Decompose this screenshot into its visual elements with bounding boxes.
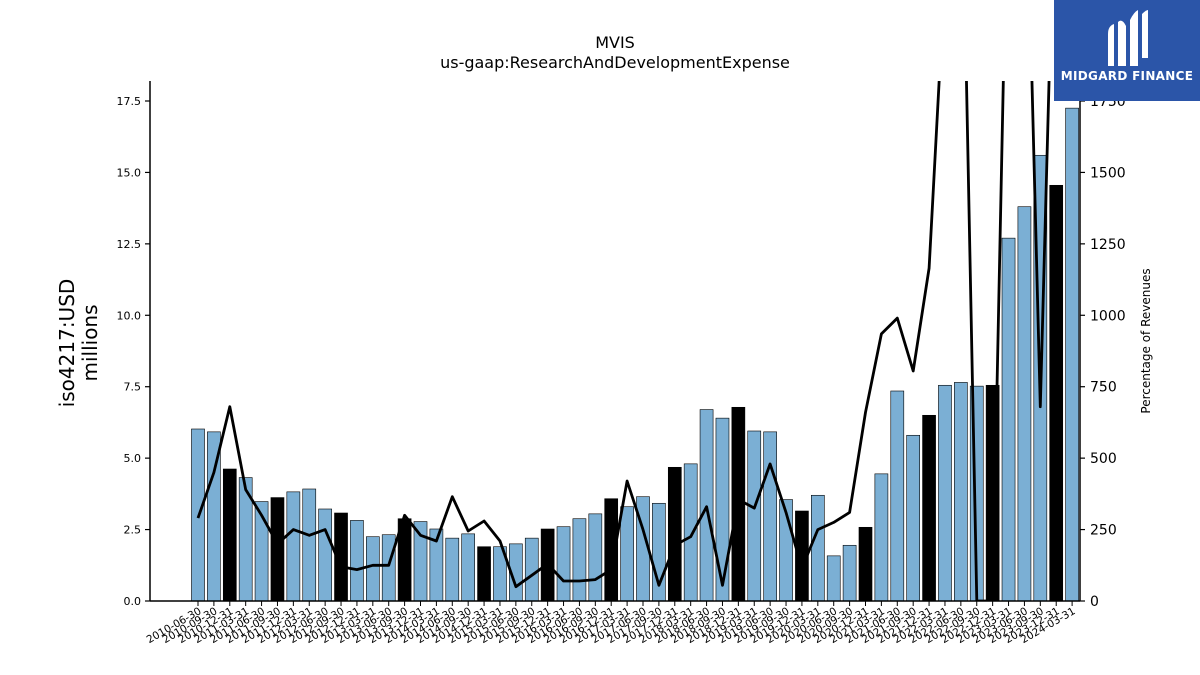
bar-series [191, 107, 1079, 601]
bar-2022-06-30 [954, 382, 968, 601]
logo-mark-icon [1108, 10, 1148, 66]
bar-2019-06-30 [763, 431, 777, 601]
bar-2015-03-31 [493, 546, 507, 601]
chart-title: MVIS [595, 33, 635, 52]
y2-tick-label: 750 [1090, 380, 1117, 396]
bar-2016-09-30 [588, 513, 603, 601]
bar-2016-03-31 [556, 526, 571, 601]
y-axis-label-units: millions [78, 304, 102, 381]
y2-tick-label: 500 [1090, 451, 1117, 467]
bar-2021-03-31 [874, 473, 889, 601]
line-series-group [196, 81, 1051, 601]
bar-2012-12-31 [350, 520, 364, 601]
bar-2021-06-30 [890, 390, 905, 601]
bar-2012-06-30 [318, 508, 332, 601]
bar-2017-12-31 [667, 466, 682, 601]
bar-2018-09-30 [715, 417, 730, 601]
bar-2021-12-31 [922, 414, 936, 601]
bar-2014-12-31 [477, 546, 491, 601]
bar-2017-03-31 [620, 506, 634, 601]
midgard-finance-logo: MIDGARD FINANCE [1054, 0, 1200, 101]
y-tick-label: 17.5 [117, 95, 142, 108]
bar-2011-12-31 [286, 491, 301, 601]
bar-2018-06-30 [699, 409, 714, 601]
pct-revenues-line [196, 81, 1051, 601]
bar-2011-09-30 [270, 497, 285, 601]
y-tick-label: 12.5 [117, 238, 142, 251]
y-axis-label: iso4217:USD [55, 279, 79, 408]
bar-2016-12-31 [604, 498, 619, 601]
y2-axis-label: Percentage of Revenues [1139, 268, 1153, 413]
bar-2021-09-30 [906, 434, 920, 601]
bar-2014-06-30 [445, 537, 460, 601]
y-tick-label: 7.5 [124, 381, 142, 394]
bar-2012-03-31 [302, 488, 317, 601]
y2-tick-label: 1500 [1090, 165, 1126, 181]
bar-2020-03-31 [811, 494, 825, 601]
y-tick-label: 10.0 [117, 309, 142, 322]
y-tick-label: 5.0 [124, 452, 142, 465]
bar-2012-09-30 [334, 512, 348, 601]
y-tick-label: 15.0 [117, 166, 142, 179]
bar-2022-03-31 [938, 384, 952, 601]
bar-2014-03-31 [429, 528, 444, 601]
y2-tick-label: 250 [1090, 523, 1117, 539]
y-tick-label: 2.5 [124, 524, 142, 537]
bar-2024-03-31 [1065, 107, 1079, 601]
bar-2023-12-31 [1049, 184, 1064, 601]
bar-2023-03-31 [1001, 237, 1016, 601]
y2-tick-label: 1000 [1090, 308, 1126, 324]
chart-subtitle: us-gaap:ResearchAndDevelopmentExpense [440, 53, 790, 72]
bar-2020-12-31 [858, 526, 873, 601]
bar-2010-12-31 [222, 468, 237, 601]
bar-2023-06-30 [1017, 206, 1032, 601]
bar-2011-03-31 [238, 477, 253, 601]
y2-tick-label: 1250 [1090, 237, 1126, 253]
bar-2013-03-31 [366, 536, 380, 601]
y2-tick-label: 0 [1090, 594, 1099, 610]
bar-2019-12-31 [795, 510, 809, 601]
bar-2015-09-30 [524, 537, 539, 601]
bar-2011-06-30 [254, 501, 269, 601]
y-tick-label: 0.0 [124, 595, 142, 608]
bar-2016-06-30 [572, 518, 587, 601]
bar-2020-06-30 [826, 555, 841, 601]
bar-2018-03-31 [683, 463, 698, 601]
bar-2010-09-30 [207, 431, 221, 601]
bar-2014-09-30 [461, 533, 475, 601]
logo-text: MIDGARD FINANCE [1060, 69, 1194, 83]
axes: 0.0 2.5 5.0 7.5 10.0 12.5 15.0 17.5 0 250 500 750 10… [117, 81, 1126, 646]
bar-2013-06-30 [381, 534, 396, 601]
bar-2020-09-30 [842, 544, 857, 601]
bar-2019-03-31 [747, 430, 762, 601]
